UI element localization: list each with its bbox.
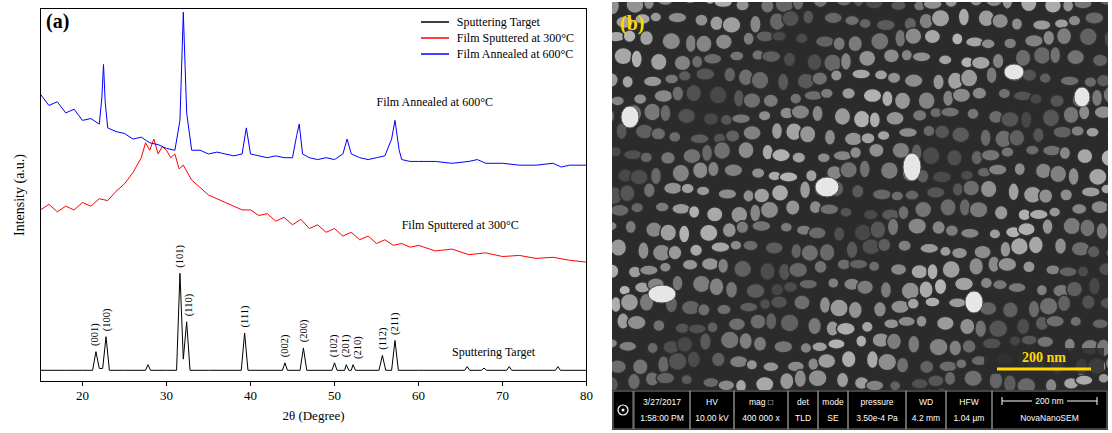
svg-text:Film Sputtered at 300°C: Film Sputtered at 300°C [402, 218, 519, 232]
svg-text:200 nm: 200 nm [1035, 396, 1063, 406]
svg-text:80: 80 [580, 388, 593, 403]
html-text:(a): (a) [46, 10, 70, 32]
svg-text:NovaNanoSEM: NovaNanoSEM [1020, 413, 1079, 423]
svg-text:400 000 x: 400 000 x [742, 413, 780, 423]
svg-text:TLD: TLD [795, 413, 811, 423]
svg-text:(b): (b) [620, 12, 644, 35]
svg-text:(002): (002) [279, 334, 291, 357]
svg-text:4.2 mm: 4.2 mm [912, 413, 940, 423]
svg-text:(112): (112) [377, 327, 389, 350]
svg-text:60: 60 [412, 388, 425, 403]
svg-text:(201): (201) [340, 334, 352, 357]
svg-text:(100): (100) [101, 308, 113, 331]
svg-text:Sputtering Target: Sputtering Target [452, 345, 536, 359]
svg-text:70: 70 [496, 388, 509, 403]
html-text:Film Annealed at 600°C: Film Annealed at 600°C [456, 46, 574, 61]
svg-text:50: 50 [328, 388, 341, 403]
svg-text:Film Annealed at 600°C: Film Annealed at 600°C [377, 95, 493, 109]
svg-text:mag □: mag □ [749, 397, 773, 407]
svg-text:WD: WD [919, 397, 933, 407]
svg-text:10.00 kV: 10.00 kV [695, 413, 729, 423]
svg-text:HV: HV [706, 397, 718, 407]
svg-text:det: det [797, 397, 809, 407]
svg-text:(001): (001) [89, 323, 101, 346]
svg-text:(102): (102) [328, 334, 340, 357]
svg-text:40: 40 [244, 388, 257, 403]
svg-text:(101): (101) [174, 244, 186, 267]
svg-text:3/27/2017: 3/27/2017 [643, 397, 681, 407]
svg-text:(110): (110) [183, 293, 195, 316]
svg-text:(210): (210) [352, 336, 364, 359]
svg-text:(211): (211) [389, 312, 401, 335]
svg-text:20: 20 [76, 388, 89, 403]
svg-text:pressure: pressure [860, 397, 893, 407]
svg-text:30: 30 [160, 388, 173, 403]
svg-text:SE: SE [827, 413, 839, 423]
svg-text:mode: mode [822, 397, 844, 407]
svg-text:(200): (200) [298, 319, 310, 342]
html-text:Film Sputtered at 300°C: Film Sputtered at 300°C [456, 30, 574, 45]
svg-text:Intensity (a.u.): Intensity (a.u.) [12, 154, 28, 236]
html-text:Sputtering Target: Sputtering Target [456, 14, 540, 29]
svg-text:HFW: HFW [959, 397, 978, 407]
svg-text:3.50e-4 Pa: 3.50e-4 Pa [856, 413, 898, 423]
svg-text:200 nm: 200 nm [1022, 350, 1066, 365]
svg-text:1:58:00 PM: 1:58:00 PM [640, 413, 683, 423]
svg-text:2θ (Degree): 2θ (Degree) [282, 408, 344, 423]
svg-text:1.04 µm: 1.04 µm [954, 413, 985, 423]
svg-text:(111): (111) [239, 305, 251, 327]
